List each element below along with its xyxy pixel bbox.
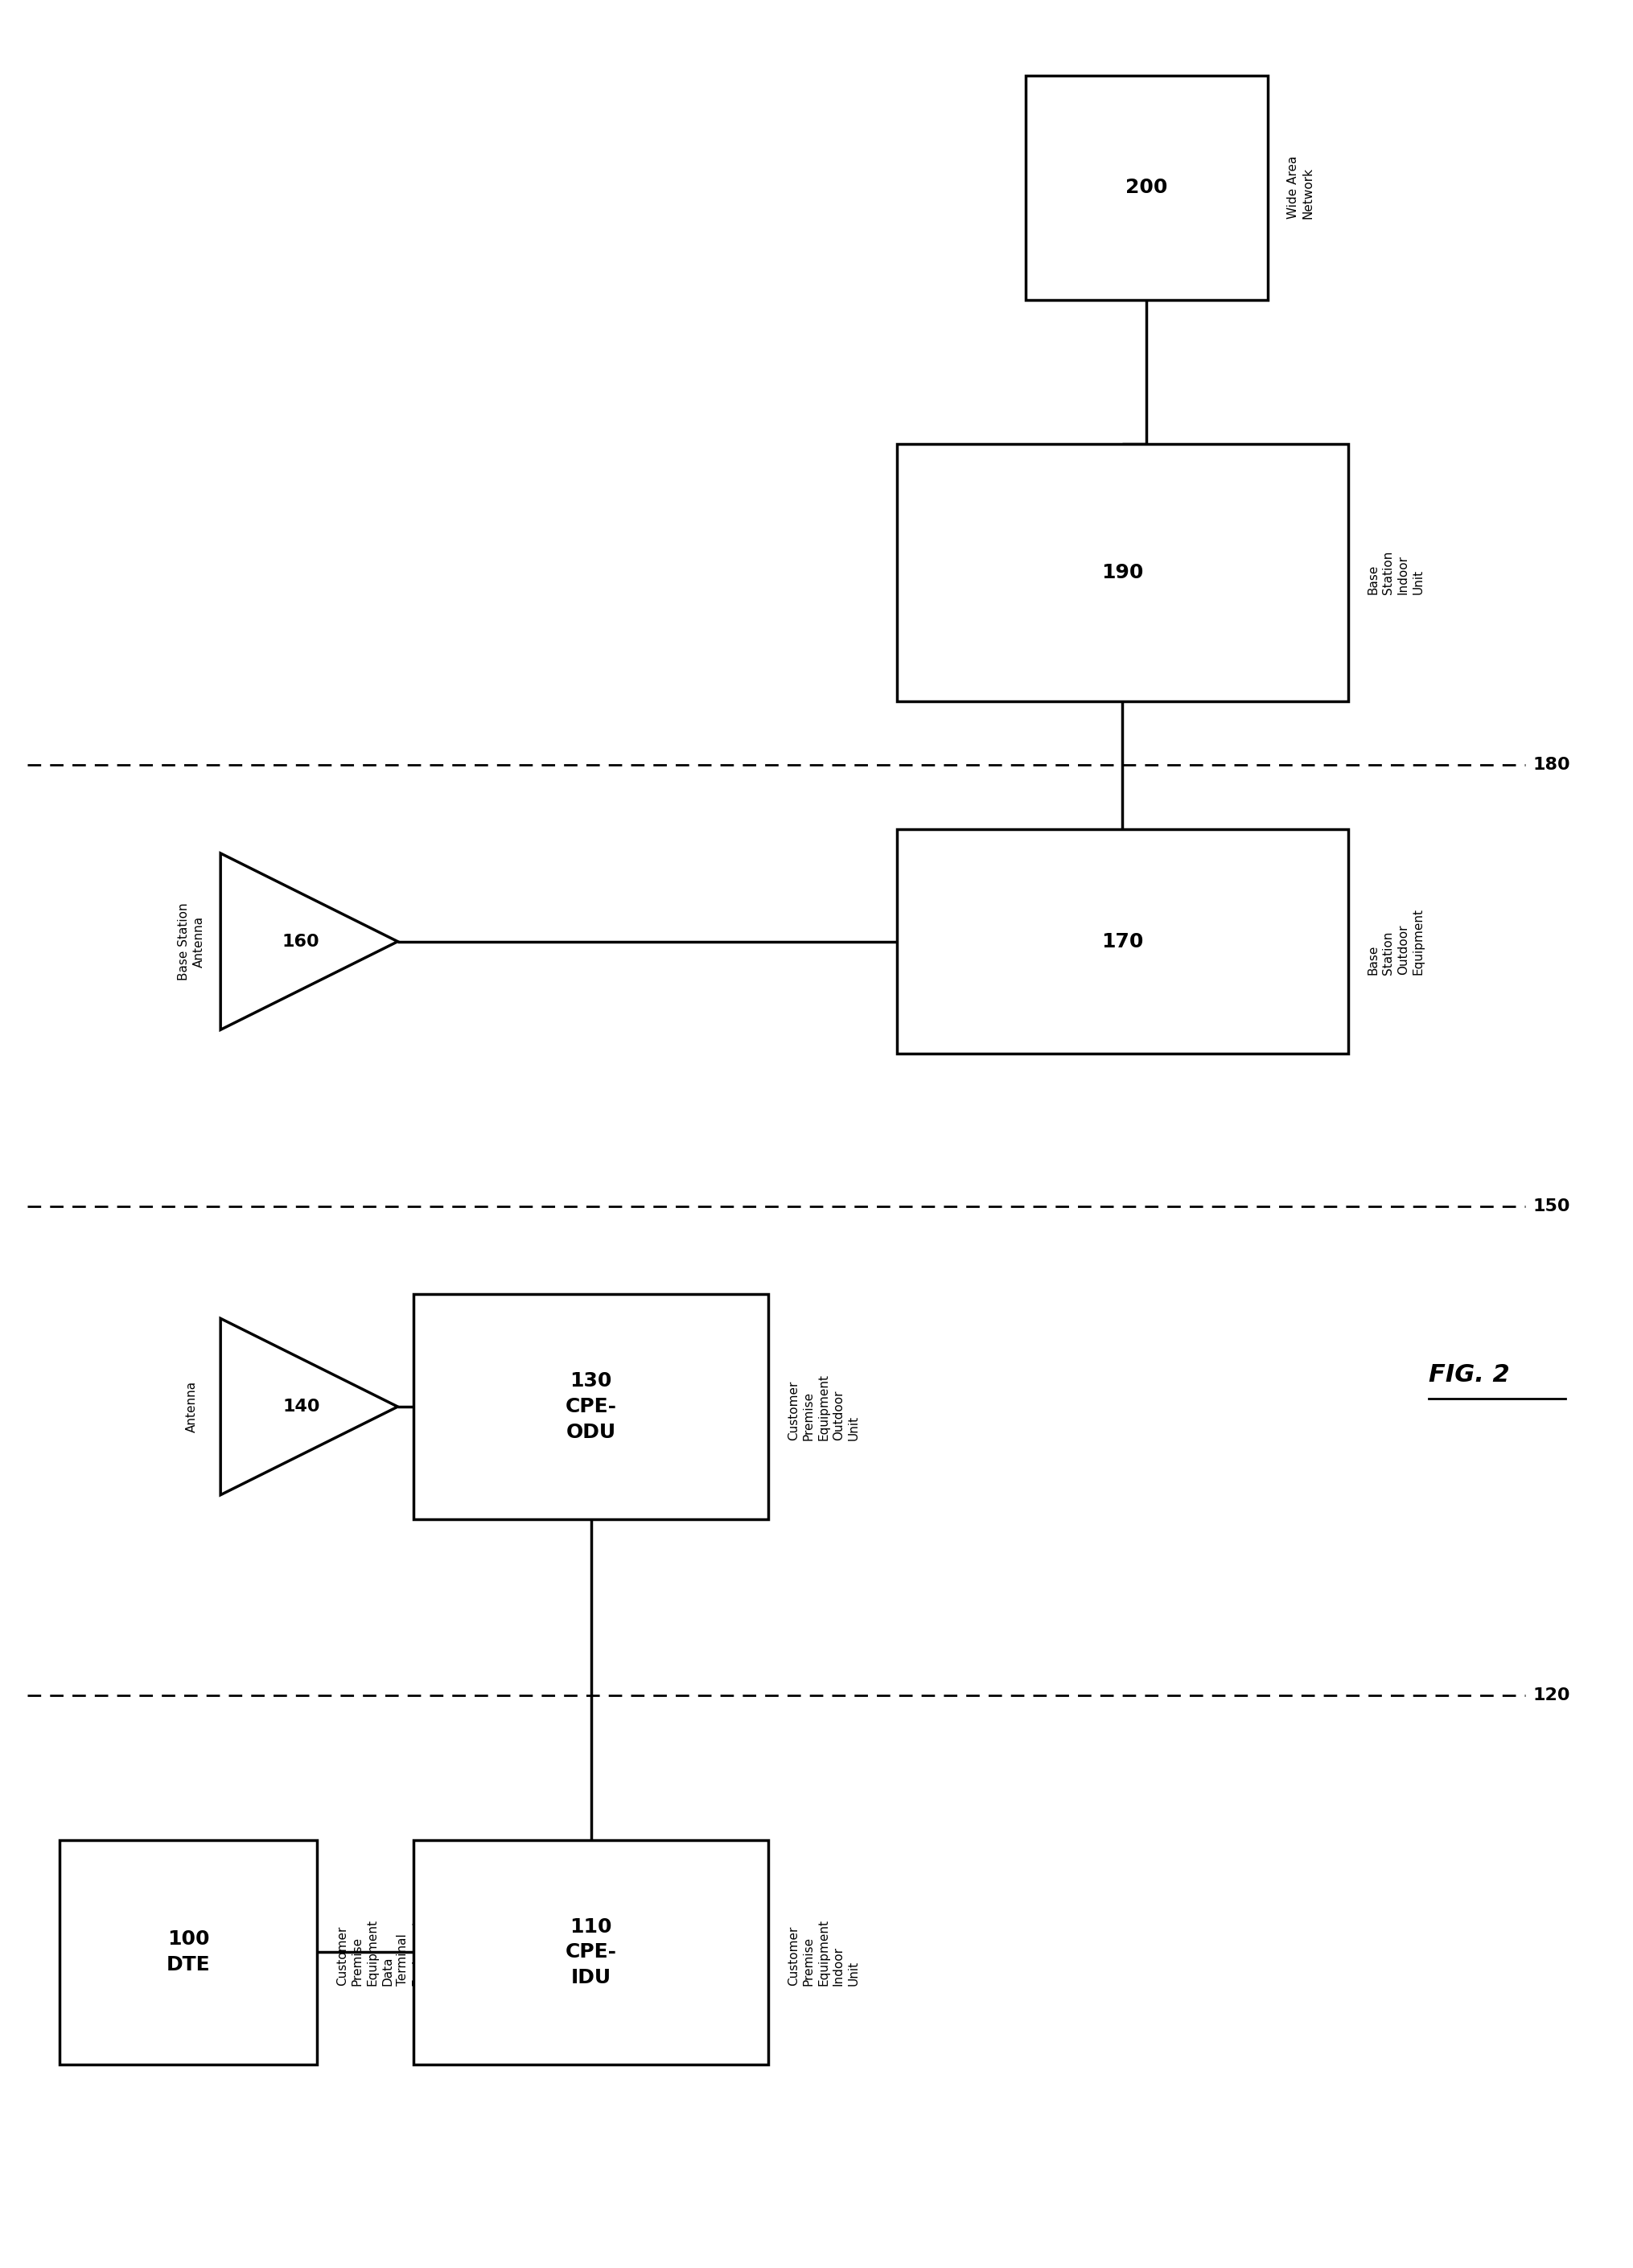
Text: Wide Area
Network: Wide Area Network (1287, 156, 1315, 220)
Bar (897, 445, 1347, 701)
Text: Customer
Premise
Equipment
Indoor
Unit: Customer Premise Equipment Indoor Unit (787, 1919, 859, 1985)
Text: 180: 180 (1533, 758, 1571, 773)
Text: 120: 120 (1533, 1687, 1571, 1703)
Text: Customer
Premise
Equipment
Outdoor
Unit: Customer Premise Equipment Outdoor Unit (787, 1374, 859, 1440)
Text: 140: 140 (283, 1399, 320, 1415)
Bar (59, 1839, 317, 2064)
Bar (1026, 75, 1267, 299)
Text: Customer
Premise
Equipment
Data
Terminal
Equipment: Customer Premise Equipment Data Terminal… (336, 1919, 423, 1985)
Bar (897, 830, 1347, 1055)
Text: 160: 160 (283, 934, 320, 950)
Text: Base
Station
Indoor
Unit: Base Station Indoor Unit (1367, 551, 1424, 594)
Bar (413, 1295, 768, 1520)
Bar (413, 1839, 768, 2064)
Text: 150: 150 (1533, 1198, 1571, 1213)
Text: 130
CPE-
ODU: 130 CPE- ODU (565, 1372, 617, 1442)
Text: FIG. 2: FIG. 2 (1429, 1363, 1509, 1386)
Text: 190: 190 (1101, 562, 1143, 583)
Text: 170: 170 (1101, 932, 1143, 950)
Text: Base
Station
Outdoor
Equipment: Base Station Outdoor Equipment (1367, 907, 1424, 975)
Text: Base Station
Antenna: Base Station Antenna (178, 903, 206, 980)
Text: 200: 200 (1125, 177, 1168, 197)
Text: 100
DTE: 100 DTE (167, 1930, 211, 1975)
Text: Antenna: Antenna (186, 1381, 198, 1433)
Text: 110
CPE-
IDU: 110 CPE- IDU (565, 1916, 617, 1987)
